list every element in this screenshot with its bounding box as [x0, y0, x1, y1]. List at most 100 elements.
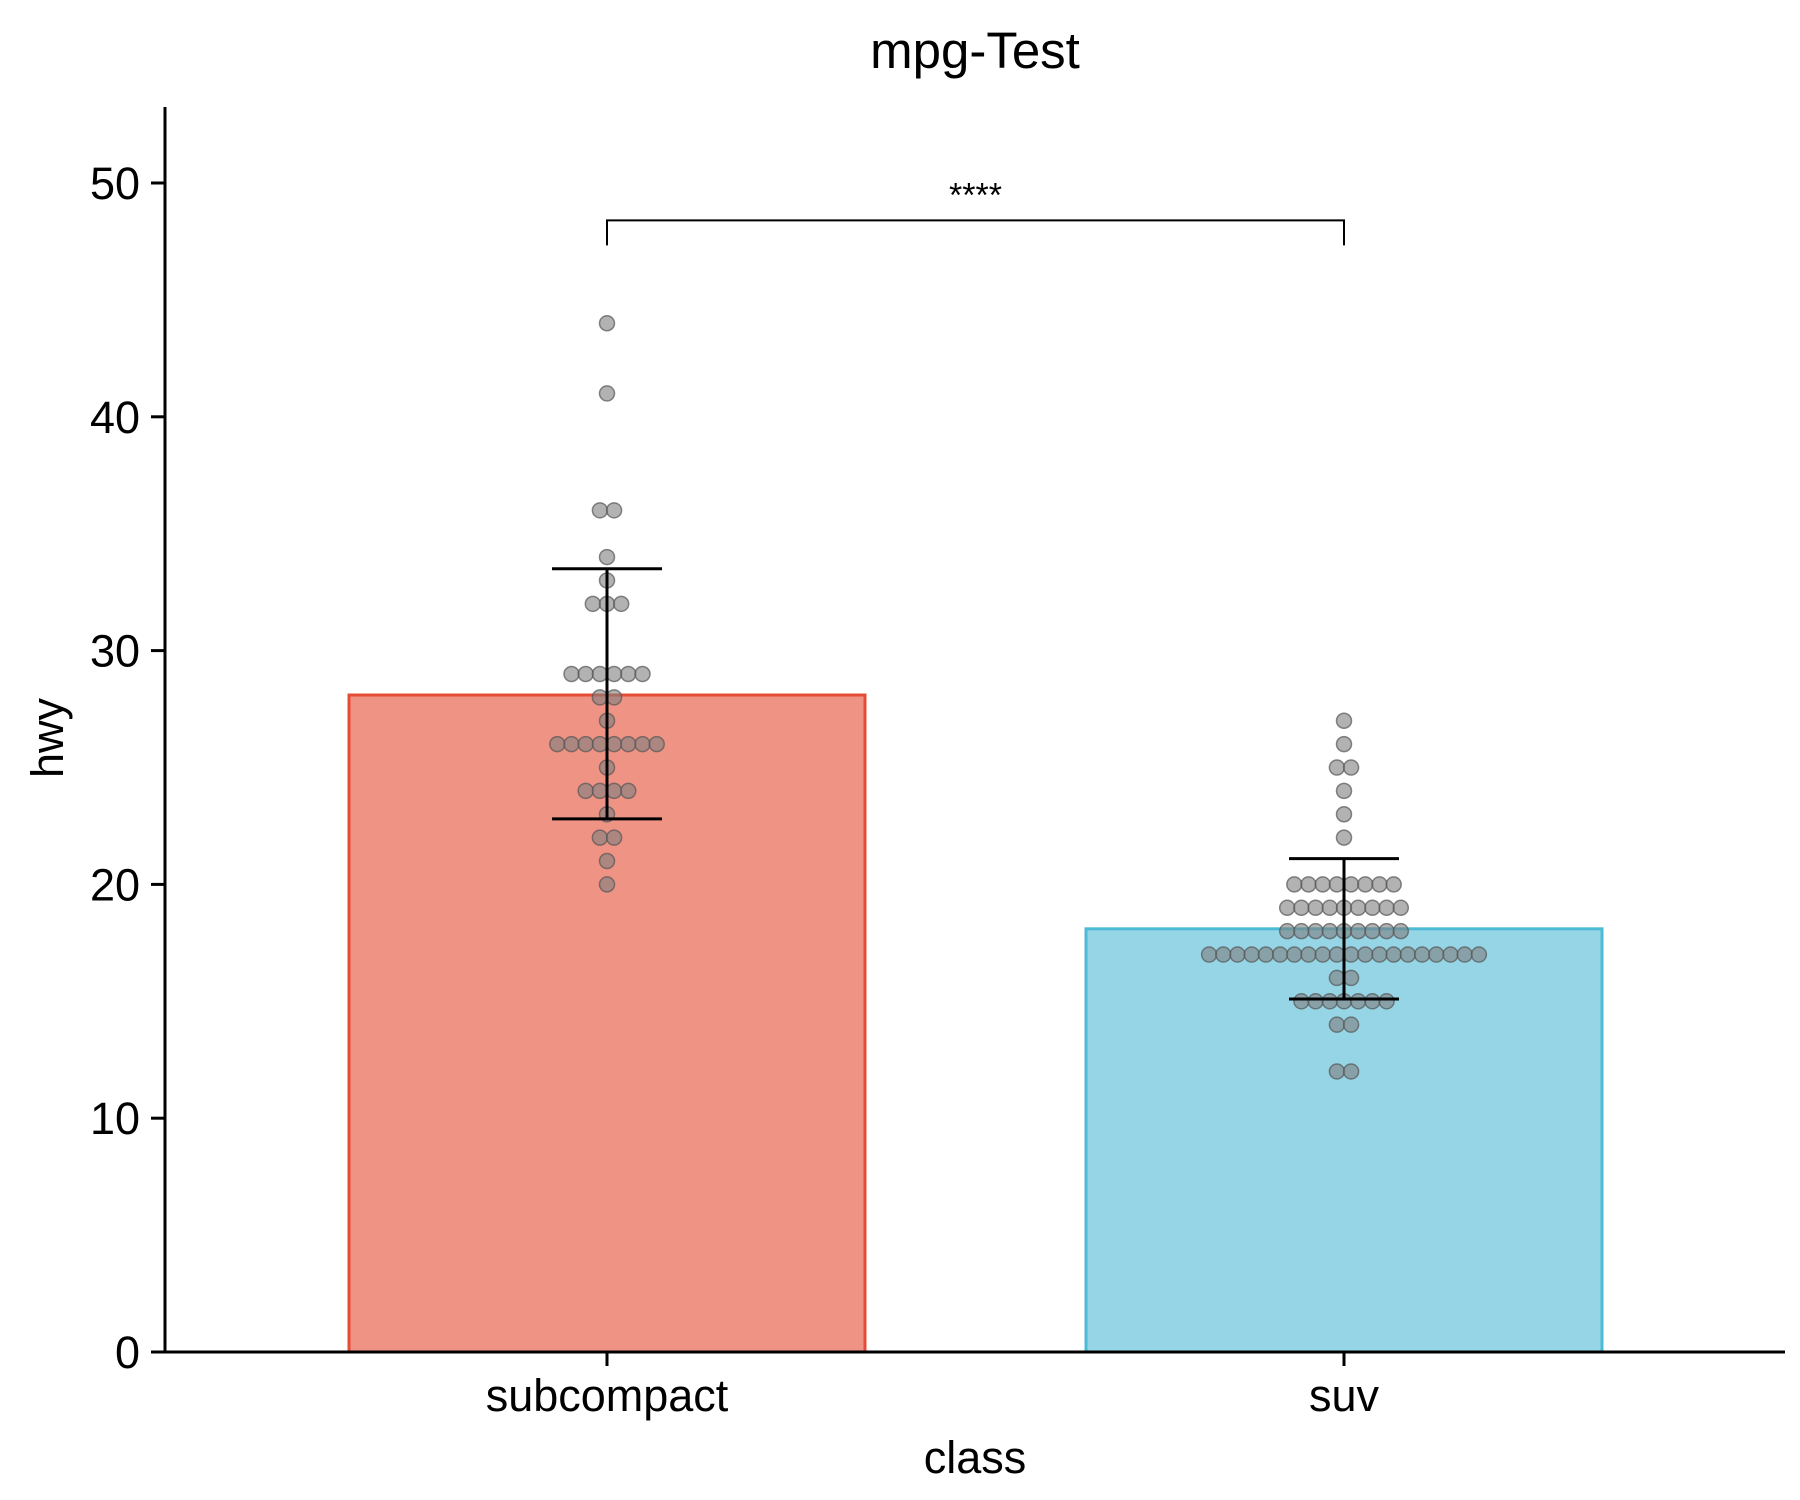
data-point-suv: [1442, 946, 1459, 963]
data-point-suv: [1371, 946, 1388, 963]
data-point-subcompact: [563, 665, 580, 683]
data-point-suv: [1371, 876, 1388, 893]
data-point-suv: [1399, 946, 1417, 963]
y-tick-label: 50: [90, 158, 140, 209]
data-point-suv: [1456, 946, 1473, 963]
data-point-suv: [1385, 876, 1402, 893]
data-point-suv: [1378, 993, 1395, 1010]
data-point-suv: [1321, 899, 1339, 917]
data-point-suv: [1286, 876, 1303, 893]
data-point-subcompact: [584, 595, 602, 613]
x-tick-label: suv: [1309, 1370, 1380, 1421]
data-point-suv: [1364, 922, 1381, 940]
data-point-suv: [1349, 899, 1367, 917]
data-point-suv: [1328, 759, 1346, 776]
data-point-suv: [1349, 993, 1367, 1010]
y-tick-label: 30: [90, 626, 140, 677]
data-point-suv: [1257, 946, 1275, 963]
data-point-subcompact: [605, 689, 623, 706]
data-point-suv: [1215, 946, 1232, 963]
data-point-suv: [1278, 899, 1296, 917]
data-point-suv: [1278, 922, 1296, 940]
data-point-suv: [1200, 946, 1218, 963]
data-point-subcompact: [620, 665, 637, 683]
data-point-suv: [1385, 946, 1402, 963]
data-point-subcompact: [591, 689, 609, 706]
y-axis-ticks: 0 10 20 30 40 50: [90, 158, 165, 1378]
data-point-subcompact: [648, 735, 665, 753]
data-point-suv: [1328, 876, 1346, 893]
data-point-suv: [1321, 993, 1339, 1010]
data-point-suv: [1342, 1016, 1360, 1033]
data-point-suv: [1342, 876, 1360, 893]
data-point-subcompact: [620, 782, 637, 800]
data-point-suv: [1328, 946, 1346, 963]
data-point-subcompact: [634, 735, 651, 753]
data-point-subcompact: [577, 665, 594, 683]
data-point-suv: [1335, 735, 1353, 753]
data-point-suv: [1293, 899, 1310, 917]
data-point-subcompact: [591, 735, 609, 753]
data-point-suv: [1335, 806, 1353, 823]
x-axis-title: class: [924, 1432, 1027, 1483]
data-point-subcompact: [598, 852, 616, 870]
data-point-suv: [1470, 946, 1488, 963]
data-point-suv: [1243, 946, 1260, 963]
data-point-subcompact: [591, 829, 609, 846]
data-point-suv: [1378, 899, 1395, 917]
significance-label: ****: [949, 176, 1002, 214]
data-point-suv: [1413, 946, 1431, 963]
x-tick-label: subcompact: [486, 1370, 729, 1421]
data-point-suv: [1293, 993, 1310, 1010]
data-point-suv: [1293, 922, 1310, 940]
data-point-subcompact: [605, 829, 623, 846]
data-point-subcompact: [634, 665, 651, 683]
data-point-subcompact: [563, 735, 580, 753]
data-point-subcompact: [598, 315, 616, 332]
data-point-suv: [1307, 993, 1324, 1010]
data-point-subcompact: [591, 502, 609, 519]
data-point-suv: [1328, 969, 1346, 987]
y-tick-label: 40: [90, 392, 140, 443]
data-point-subcompact: [549, 735, 566, 753]
data-point-suv: [1300, 876, 1317, 893]
bars-layer: [347, 693, 1604, 1354]
data-point-suv: [1328, 1063, 1346, 1080]
data-point-subcompact: [598, 548, 616, 566]
significance-line: [606, 219, 1345, 246]
data-point-suv: [1392, 899, 1410, 917]
data-point-suv: [1357, 946, 1374, 963]
data-point-suv: [1328, 1016, 1346, 1033]
data-point-suv: [1342, 969, 1360, 987]
data-point-suv: [1271, 946, 1289, 963]
points-layer: [549, 315, 1488, 1080]
data-point-suv: [1364, 899, 1381, 917]
data-point-suv: [1428, 946, 1445, 963]
data-point-subcompact: [605, 502, 623, 519]
data-point-subcompact: [605, 735, 623, 753]
data-point-subcompact: [591, 665, 609, 683]
y-tick-label: 20: [90, 859, 140, 910]
data-point-subcompact: [605, 665, 623, 683]
data-point-suv: [1364, 993, 1381, 1010]
chart-title: mpg-Test: [870, 22, 1080, 79]
data-point-suv: [1378, 922, 1395, 940]
data-point-suv: [1342, 759, 1360, 776]
data-point-suv: [1307, 899, 1324, 917]
data-point-suv: [1321, 922, 1339, 940]
data-point-suv: [1349, 922, 1367, 940]
data-point-suv: [1335, 829, 1353, 846]
data-point-subcompact: [577, 782, 594, 800]
data-point-suv: [1229, 946, 1246, 963]
data-point-suv: [1357, 876, 1374, 893]
data-point-subcompact: [598, 385, 616, 402]
data-point-suv: [1300, 946, 1317, 963]
data-point-suv: [1342, 946, 1360, 963]
data-point-subcompact: [605, 782, 623, 800]
x-axis-ticks: subcompact suv: [486, 1352, 1380, 1421]
significance-bracket: ****: [606, 176, 1345, 246]
data-point-suv: [1392, 922, 1410, 940]
data-point-suv: [1307, 922, 1324, 940]
data-point-suv: [1314, 876, 1331, 893]
